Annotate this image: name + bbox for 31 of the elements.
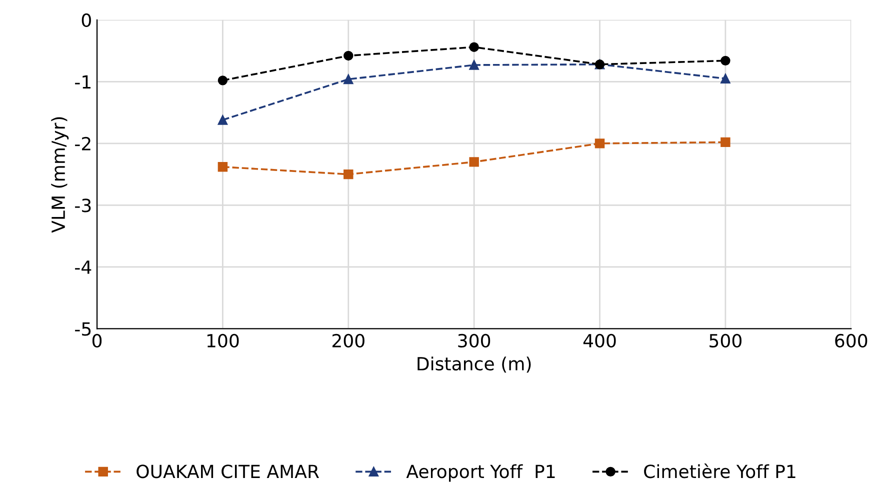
point	[469, 157, 479, 167]
x-tick-label: 200	[332, 334, 364, 348]
x-axis-title: Distance (m)	[418, 356, 531, 373]
point	[218, 162, 228, 172]
x-tick-label: 300	[458, 334, 490, 348]
x-tick-label: 0	[92, 334, 102, 348]
y-tick-label: -4	[75, 260, 92, 274]
point	[344, 169, 354, 180]
x-tick-label: 400	[583, 334, 616, 348]
x-tick-label: 600	[835, 334, 868, 348]
point	[594, 138, 605, 148]
y-tick-label: -1	[75, 75, 90, 89]
point	[344, 50, 354, 61]
point	[720, 74, 730, 84]
x-tick-label: 100	[207, 334, 239, 348]
y-tick-label: -2	[75, 136, 90, 150]
point	[344, 74, 354, 84]
point	[469, 60, 479, 70]
legend-label: OUAKAM CITE AMAR	[136, 464, 319, 478]
point	[469, 42, 479, 52]
y-tick-label: -5	[75, 322, 91, 336]
y-axis-title: VLM (mm/yr)	[51, 117, 69, 233]
legend-label: Aeroport Yoff P1	[406, 464, 555, 482]
y-tick-label: 0	[82, 13, 91, 28]
point	[218, 76, 228, 86]
point	[720, 137, 730, 148]
point	[720, 56, 730, 66]
legend-label: Cimetière Yoff P1	[644, 464, 796, 478]
x-tick-label: 500	[710, 334, 742, 348]
point	[218, 115, 228, 125]
y-tick-label: -3	[75, 198, 91, 212]
